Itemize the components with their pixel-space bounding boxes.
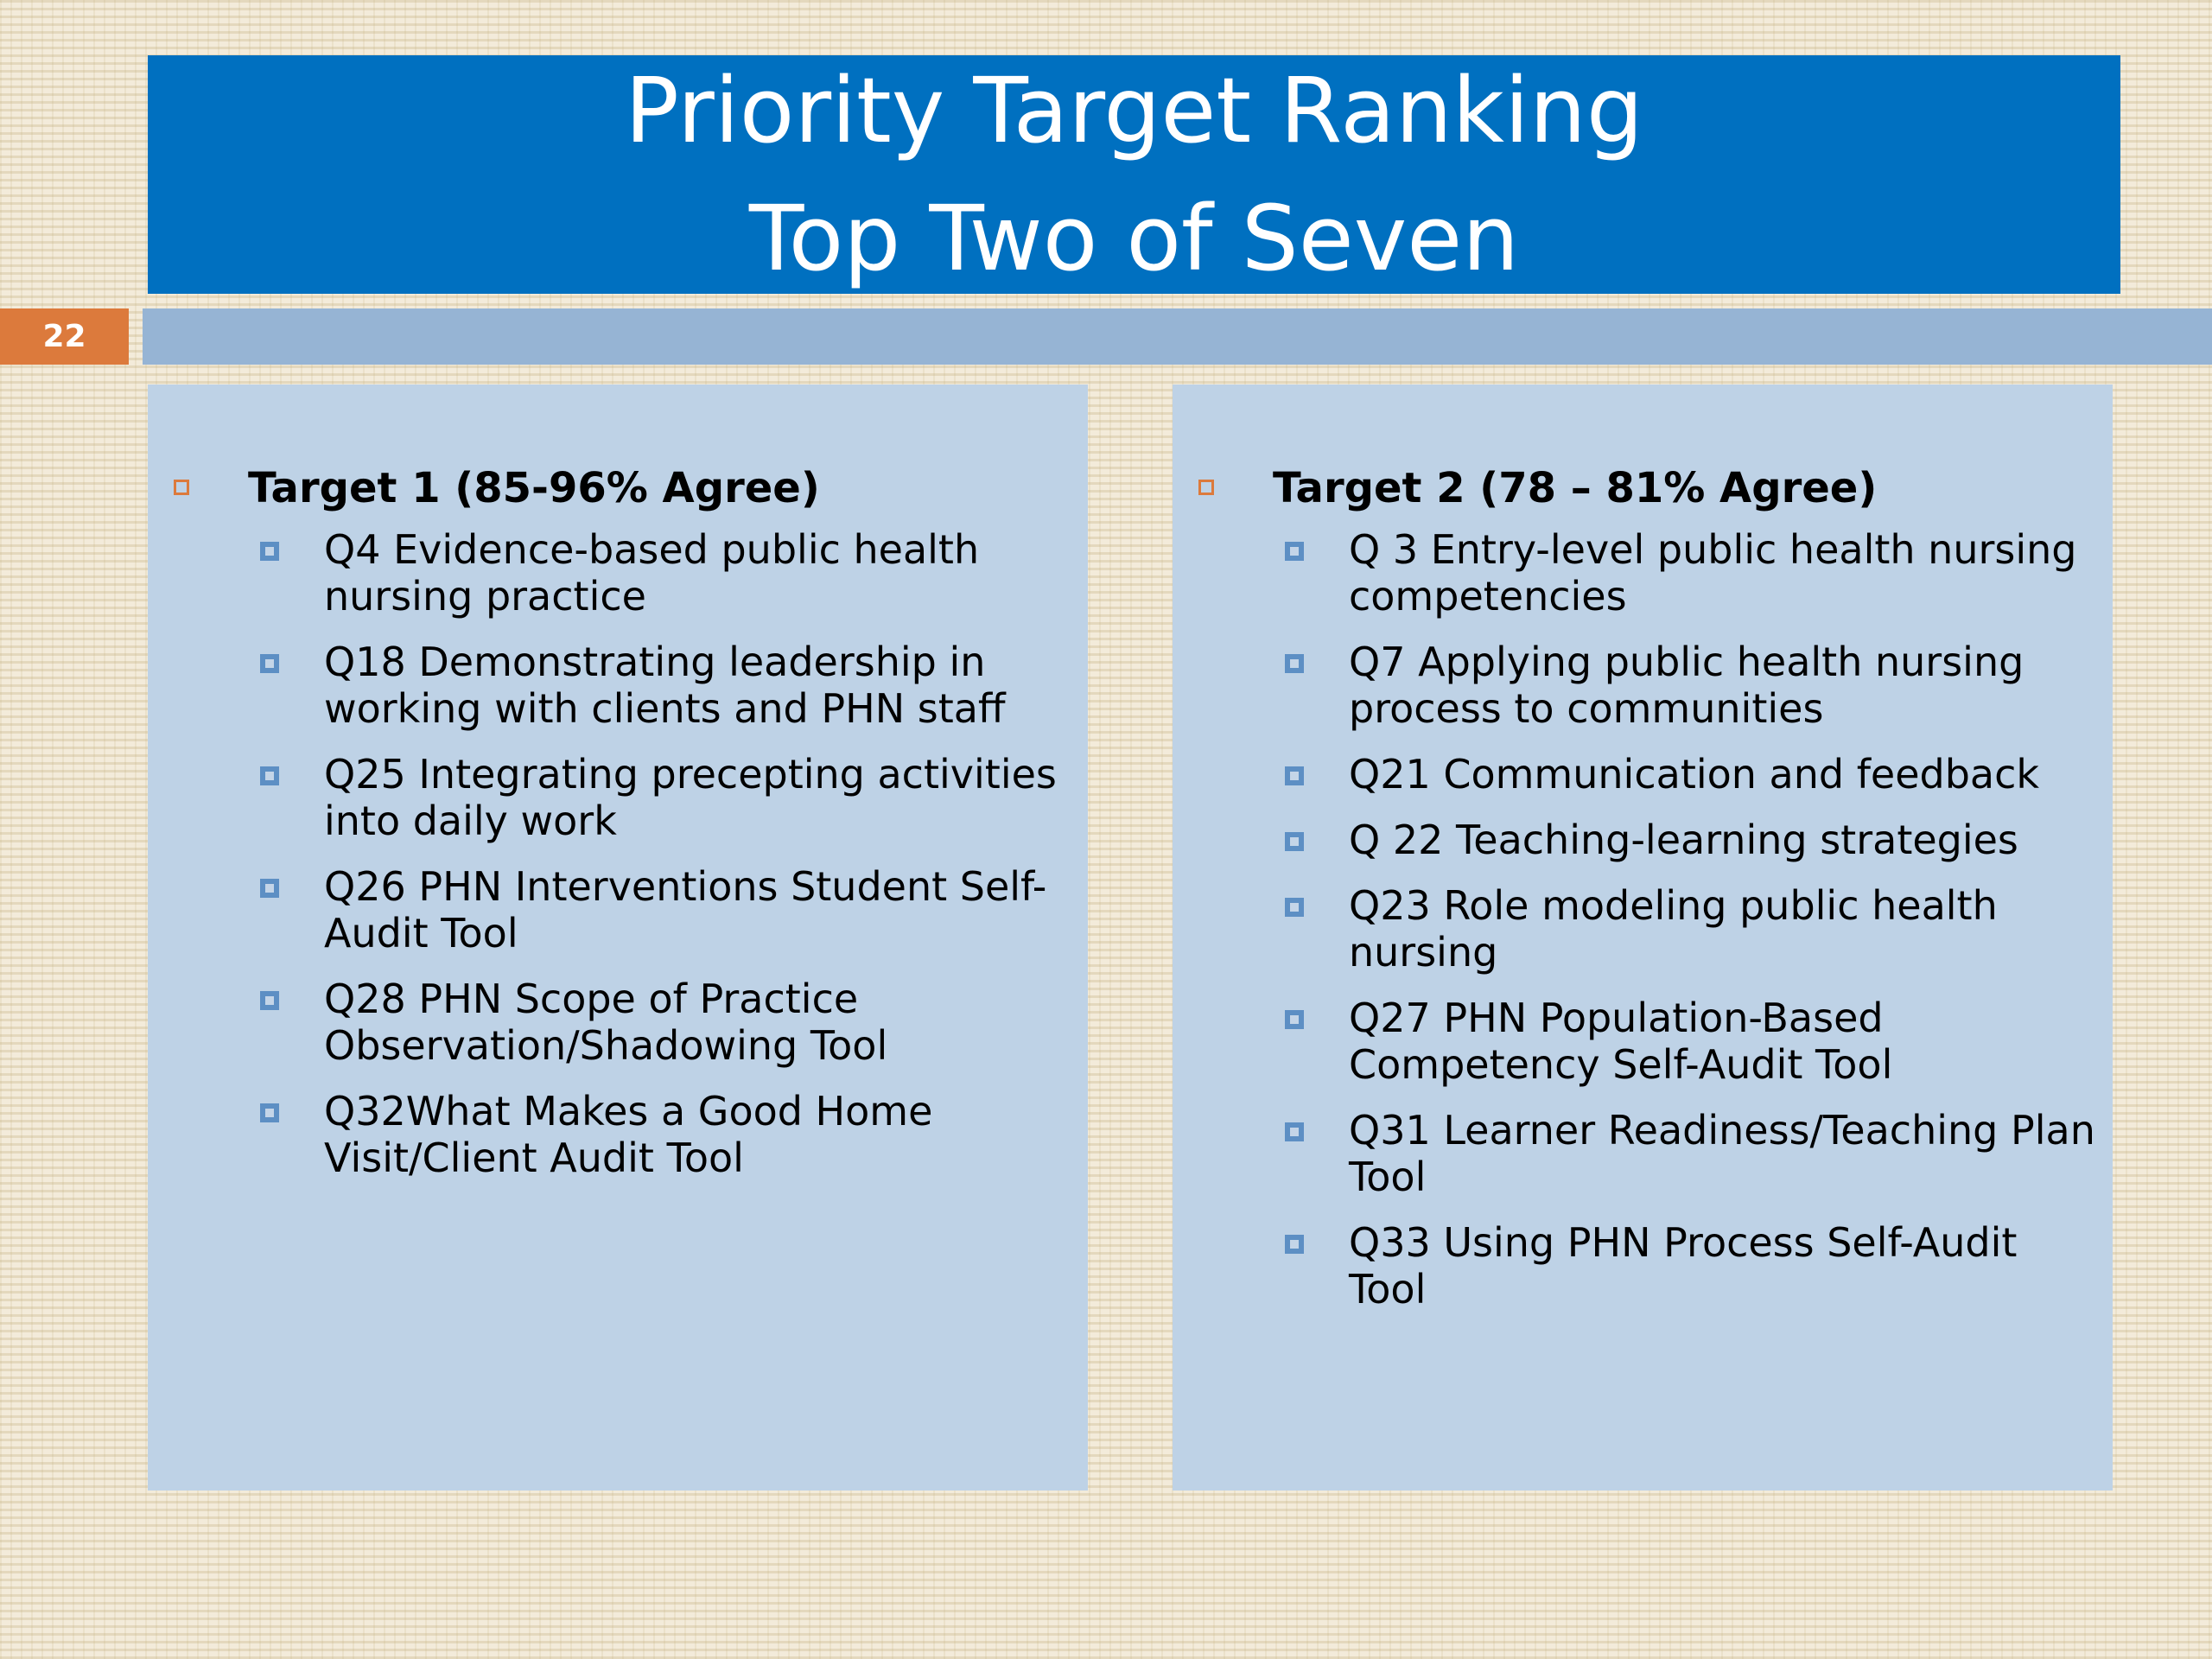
slide-number: 22 bbox=[0, 308, 129, 365]
list-item: Q23 Role modeling public health nursing bbox=[1173, 882, 2113, 976]
square-bullet-icon bbox=[174, 480, 189, 495]
square-bullet-icon bbox=[260, 991, 279, 1010]
list-item: Q31 Learner Readiness/Teaching Plan Tool bbox=[1173, 1107, 2113, 1200]
square-bullet-icon bbox=[1285, 542, 1304, 561]
list-item: Q32What Makes a Good Home Visit/Client A… bbox=[148, 1088, 1088, 1181]
slide-title: Priority Target Ranking bbox=[625, 58, 1643, 163]
square-bullet-icon bbox=[1285, 832, 1304, 851]
panel-heading-target-2: Target 2 (78 – 81% Agree) bbox=[1173, 457, 2113, 519]
left-content-panel: Target 1 (85-96% Agree) Q4 Evidence-base… bbox=[148, 385, 1088, 1491]
square-bullet-icon bbox=[1285, 654, 1304, 673]
list-item: Q18 Demonstrating leadership in working … bbox=[148, 639, 1088, 732]
list-item: Q4 Evidence-based public health nursing … bbox=[148, 526, 1088, 620]
square-bullet-icon bbox=[260, 766, 279, 785]
slide-subtitle: Top Two of Seven bbox=[748, 186, 1520, 291]
heading-text: Target 2 (78 – 81% Agree) bbox=[1273, 464, 1878, 512]
square-bullet-icon bbox=[260, 654, 279, 673]
heading-text: Target 1 (85-96% Agree) bbox=[248, 464, 820, 512]
square-bullet-icon bbox=[260, 1103, 279, 1122]
list-item: Q26 PHN Interventions Student Self-Audit… bbox=[148, 863, 1088, 957]
list-item: Q27 PHN Population-Based Competency Self… bbox=[1173, 995, 2113, 1088]
list-item: Q7 Applying public health nursing proces… bbox=[1173, 639, 2113, 732]
square-bullet-icon bbox=[1198, 480, 1214, 495]
list-item: Q21 Communication and feedback bbox=[1173, 751, 2113, 798]
list-item: Q33 Using PHN Process Self-Audit Tool bbox=[1173, 1219, 2113, 1313]
target-1-list: Q4 Evidence-based public health nursing … bbox=[148, 526, 1088, 1181]
accent-bar bbox=[143, 308, 2212, 365]
target-2-list: Q 3 Entry-level public health nursing co… bbox=[1173, 526, 2113, 1313]
list-item: Q 3 Entry-level public health nursing co… bbox=[1173, 526, 2113, 620]
square-bullet-icon bbox=[1285, 766, 1304, 785]
list-item: Q28 PHN Scope of Practice Observation/Sh… bbox=[148, 976, 1088, 1069]
square-bullet-icon bbox=[1285, 1235, 1304, 1254]
list-item: Q 22 Teaching-learning strategies bbox=[1173, 817, 2113, 863]
panel-heading-target-1: Target 1 (85-96% Agree) bbox=[148, 457, 1088, 519]
list-item: Q25 Integrating precepting activities in… bbox=[148, 751, 1088, 844]
square-bullet-icon bbox=[1285, 1010, 1304, 1029]
square-bullet-icon bbox=[1285, 898, 1304, 917]
square-bullet-icon bbox=[1285, 1122, 1304, 1141]
square-bullet-icon bbox=[260, 879, 279, 898]
title-banner: Priority Target Ranking Top Two of Seven bbox=[148, 55, 2120, 294]
square-bullet-icon bbox=[260, 542, 279, 561]
right-content-panel: Target 2 (78 – 81% Agree) Q 3 Entry-leve… bbox=[1173, 385, 2113, 1491]
